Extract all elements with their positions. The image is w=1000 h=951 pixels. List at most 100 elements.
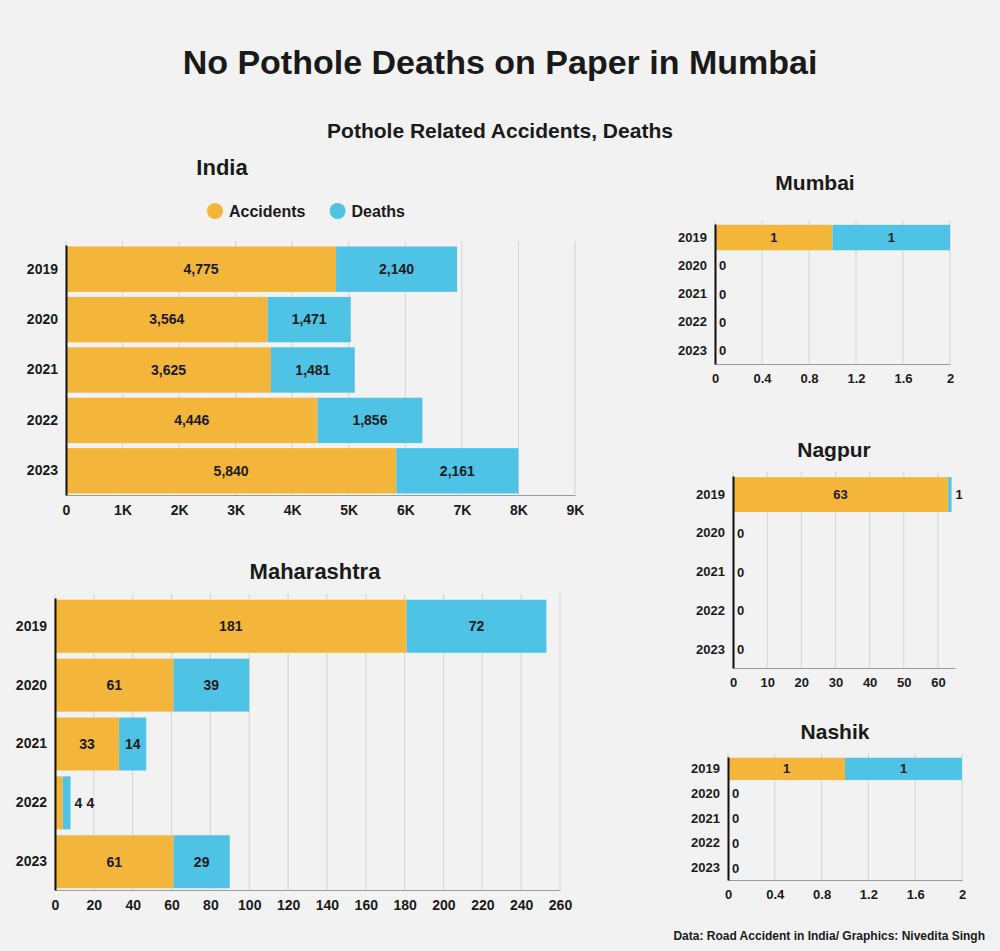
x-axis: 01K2K3K4K5K6K7K8K9K — [63, 495, 585, 518]
data-labels: 110000 — [732, 761, 907, 875]
x-tick: 50 — [897, 668, 911, 690]
x-tick-label: 1.6 — [907, 887, 925, 902]
x-tick: 6K — [397, 495, 415, 518]
data-label: 0 — [732, 861, 739, 876]
x-tick: 30 — [829, 668, 843, 690]
y-tick: 2022 — [678, 314, 715, 329]
bars — [55, 600, 546, 888]
y-tick-label: 2019 — [696, 487, 725, 502]
data-label: 0 — [719, 287, 726, 302]
y-tick: 2022 — [696, 603, 733, 618]
x-tick-label: 80 — [203, 897, 219, 913]
x-tick: 0 — [725, 880, 732, 902]
x-tick-label: 20 — [87, 897, 103, 913]
data-label: 63 — [833, 487, 847, 502]
y-tick: 2023 — [696, 642, 733, 657]
data-label: 0 — [737, 565, 744, 580]
y-tick-label: 2020 — [678, 258, 707, 273]
y-tick-label: 2020 — [27, 311, 58, 327]
x-tick: 7K — [453, 495, 471, 518]
x-tick: 140 — [316, 890, 340, 913]
data-label: 4,446 — [174, 412, 209, 428]
bars — [733, 477, 952, 512]
y-tick-label: 2020 — [696, 525, 725, 540]
data-label: 0 — [719, 258, 726, 273]
data-label: 1 — [770, 230, 777, 245]
data-label: 1,481 — [295, 362, 330, 378]
data-label: 0 — [732, 786, 739, 801]
y-axis: 20192020202120222023 — [696, 477, 733, 669]
y-tick: 2022 — [16, 794, 55, 810]
data-label: 4 — [87, 795, 95, 811]
y-tick: 2020 — [16, 677, 55, 693]
x-tick-label: 20 — [795, 675, 809, 690]
data-label: 3,625 — [151, 362, 186, 378]
x-tick-label: 180 — [393, 897, 417, 913]
y-tick: 2023 — [16, 853, 55, 869]
chart-panel: Nagpur0102030405060201920202021202220236… — [696, 438, 963, 690]
y-axis-line — [728, 758, 730, 881]
x-tick: 8K — [510, 495, 528, 518]
x-axis-line — [716, 364, 951, 365]
bar — [733, 477, 948, 512]
x-axis: 00.40.81.21.62 — [725, 880, 966, 902]
y-axis: 20192020202120222023 — [691, 758, 728, 881]
y-tick-label: 2019 — [678, 230, 707, 245]
x-axis-line — [67, 495, 576, 496]
bar — [715, 225, 833, 250]
y-tick: 2021 — [678, 286, 715, 301]
page-subtitle: Pothole Related Accidents, Deaths — [327, 119, 673, 142]
y-tick: 2021 — [27, 361, 66, 377]
grid — [55, 594, 560, 890]
chart-title: Maharashtra — [250, 559, 382, 584]
x-tick-label: 40 — [863, 675, 877, 690]
page-title: No Pothole Deaths on Paper in Mumbai — [183, 43, 818, 81]
x-tick: 9K — [567, 495, 585, 518]
bar — [63, 776, 71, 829]
legend: AccidentsDeaths — [207, 203, 405, 220]
x-tick: 120 — [277, 890, 301, 913]
data-labels: 1816133461723914429 — [75, 618, 485, 869]
y-tick-label: 2023 — [678, 343, 707, 358]
bar — [833, 225, 951, 250]
chart-panel: IndiaAccidentsDeaths01K2K3K4K5K6K7K8K9K2… — [27, 155, 585, 518]
grid — [728, 753, 962, 880]
chart-title: Nagpur — [797, 438, 871, 461]
y-tick: 2023 — [678, 343, 715, 358]
y-tick: 2023 — [27, 462, 66, 478]
x-tick: 80 — [203, 890, 219, 913]
y-tick-label: 2021 — [691, 811, 720, 826]
source-note: Data: Road Accident in India/ Graphics: … — [673, 929, 985, 943]
x-tick: 20 — [795, 668, 809, 690]
x-tick-label: 60 — [931, 675, 945, 690]
legend-label: Accidents — [229, 203, 306, 220]
x-tick-label: 260 — [549, 897, 573, 913]
data-label: 1 — [900, 761, 907, 776]
x-tick: 160 — [355, 890, 379, 913]
x-tick-label: 10 — [760, 675, 774, 690]
data-label: 0 — [737, 603, 744, 618]
x-tick-label: 2 — [947, 371, 954, 386]
grid — [715, 220, 950, 364]
x-tick-label: 0.4 — [753, 371, 772, 386]
bar — [268, 297, 351, 342]
data-label: 39 — [204, 677, 220, 693]
data-label: 33 — [79, 736, 95, 752]
x-tick: 1.2 — [860, 880, 878, 902]
bar — [55, 835, 173, 888]
x-tick-label: 0 — [730, 675, 737, 690]
x-tick: 1.6 — [907, 880, 925, 902]
x-axis-line — [56, 890, 561, 891]
grid — [66, 241, 575, 495]
x-tick: 1K — [114, 495, 132, 518]
bar — [728, 758, 845, 780]
bar — [55, 718, 119, 771]
x-tick-label: 0 — [52, 897, 60, 913]
data-label: 5,840 — [214, 463, 249, 479]
x-tick-label: 2 — [959, 887, 966, 902]
x-tick-label: 5K — [340, 502, 358, 518]
data-label: 0 — [732, 836, 739, 851]
bar — [407, 600, 547, 653]
x-tick-label: 220 — [471, 897, 495, 913]
y-tick-label: 2019 — [691, 761, 720, 776]
